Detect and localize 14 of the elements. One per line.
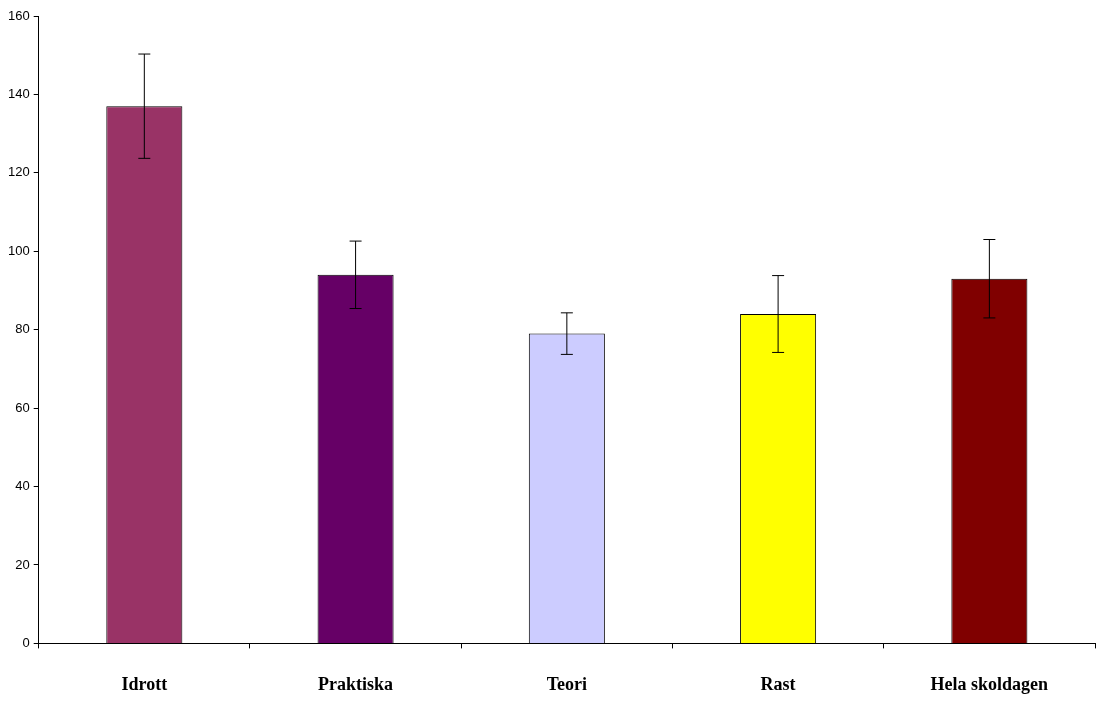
y-tick-label: 80 (15, 321, 30, 337)
y-tick-label: 0 (22, 634, 30, 650)
y-tick-label: 160 (7, 7, 30, 23)
x-tick-label: Hela skoldagen (930, 673, 1049, 694)
y-tick-label: 120 (7, 164, 30, 180)
y-tick-label: 60 (15, 399, 30, 415)
y-tick-label: 100 (7, 242, 30, 258)
x-tick-label: Rast (760, 673, 796, 694)
y-tick-label: 140 (7, 86, 30, 101)
y-tick-label: 40 (15, 478, 30, 494)
x-tick-label: Idrott (121, 673, 168, 694)
x-tick-label: Praktiska (318, 673, 394, 694)
x-tick-label: Teori (546, 673, 588, 694)
y-tick-label: 20 (15, 556, 30, 572)
